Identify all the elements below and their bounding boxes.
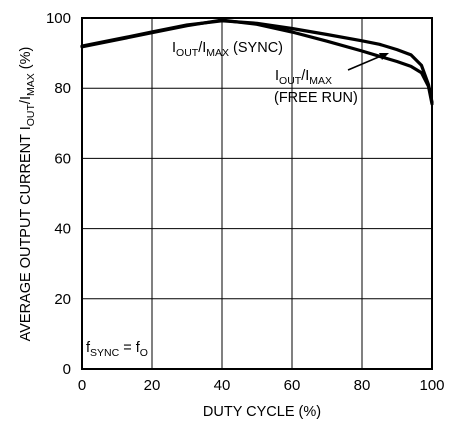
- series-line-free_run: [80, 18, 434, 106]
- x-tick-label: 80: [354, 377, 371, 394]
- x-tick-label: 60: [284, 377, 301, 394]
- grid-lines: [81, 17, 433, 370]
- y-tick-label: 0: [63, 361, 71, 378]
- annotation-arrowhead: [379, 53, 389, 60]
- x-tick-labels: 0 20 40 60 80 100: [78, 377, 445, 394]
- y-tick-label: 40: [54, 221, 71, 238]
- y-tick-label: 100: [46, 10, 71, 27]
- x-tick-label: 100: [419, 377, 444, 394]
- free-run-curve-label-line2: (FREE RUN): [274, 90, 358, 106]
- y-tick-label: 60: [54, 150, 71, 167]
- annotation-leader-line: [347, 55, 382, 71]
- x-tick-label: 20: [144, 377, 161, 394]
- sync-curve-label: IOUT/IMAX (SYNC): [172, 40, 283, 59]
- x-tick-label: 40: [214, 377, 231, 394]
- y-tick-label: 80: [54, 80, 71, 97]
- x-axis-title: DUTY CYCLE (%): [203, 404, 321, 420]
- plot-frame: [81, 17, 433, 370]
- series-line-sync: [80, 19, 434, 104]
- free-run-curve-label: IOUT/IMAX: [275, 68, 332, 87]
- y-tick-label: 20: [54, 291, 71, 308]
- y-axis-title: AVERAGE OUTPUT CURRENT IOUT/IMAX (%): [18, 47, 37, 342]
- condition-label: fSYNC = fO: [86, 340, 148, 359]
- x-tick-label: 0: [78, 377, 86, 394]
- curves: [80, 18, 434, 106]
- y-tick-labels: 0 20 40 60 80 100: [46, 10, 71, 378]
